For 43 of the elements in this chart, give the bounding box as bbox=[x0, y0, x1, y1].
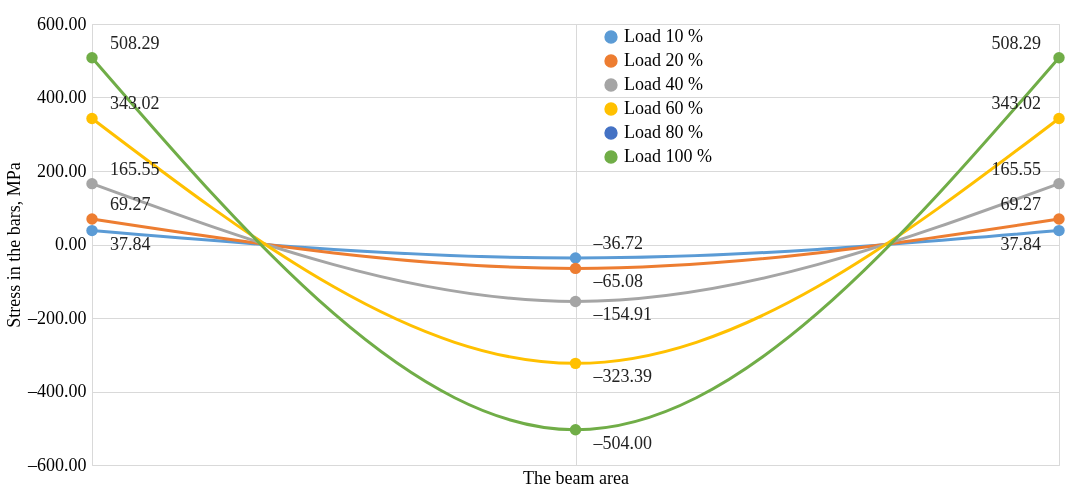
point bbox=[1053, 213, 1065, 225]
y-tick-label: 600.00 bbox=[37, 13, 87, 34]
point bbox=[1053, 112, 1065, 125]
y-tick-label: –400.00 bbox=[27, 381, 87, 401]
data-label: –504.00 bbox=[592, 432, 652, 453]
data-label: –65.08 bbox=[592, 271, 643, 292]
point bbox=[86, 213, 98, 225]
y-tick-label: 200.00 bbox=[37, 160, 87, 181]
point bbox=[569, 262, 582, 275]
data-label: 69.27 bbox=[1000, 194, 1041, 215]
legend-label: Load 20 % bbox=[624, 50, 703, 70]
data-label: 37.84 bbox=[110, 233, 151, 254]
data-label: 508.29 bbox=[110, 32, 160, 53]
point bbox=[86, 177, 98, 190]
legend-label: Load 80 % bbox=[624, 122, 703, 142]
y-tick-label: 400.00 bbox=[37, 87, 87, 107]
legend-label: Load 10 % bbox=[624, 26, 703, 46]
point bbox=[569, 424, 582, 436]
data-label: 508.29 bbox=[991, 32, 1041, 53]
point bbox=[569, 252, 582, 264]
point bbox=[569, 295, 582, 308]
point bbox=[1053, 224, 1065, 237]
data-label: –154.91 bbox=[592, 304, 652, 325]
point bbox=[569, 357, 582, 370]
data-label: 37.84 bbox=[1000, 233, 1041, 254]
point bbox=[1053, 177, 1065, 190]
data-label: 69.27 bbox=[110, 194, 151, 215]
y-axis-title: Stress in the bars, MPa bbox=[4, 162, 24, 328]
x-axis-title: The beam area bbox=[523, 467, 629, 488]
y-tick-label: –200.00 bbox=[27, 307, 87, 328]
point bbox=[86, 52, 98, 64]
legend-label: Load 60 % bbox=[624, 98, 703, 118]
data-label: 165.55 bbox=[991, 158, 1041, 179]
data-label: 165.55 bbox=[110, 158, 160, 179]
point bbox=[86, 224, 98, 237]
data-label: –36.72 bbox=[592, 232, 643, 253]
y-tick-label: 0.00 bbox=[55, 234, 87, 254]
legend-label: Load 100 % bbox=[624, 146, 712, 166]
point bbox=[86, 112, 98, 125]
y-tick-label: –600.00 bbox=[27, 454, 87, 475]
legend-label: Load 40 % bbox=[624, 74, 703, 94]
data-label: –323.39 bbox=[592, 366, 652, 387]
point bbox=[1053, 52, 1065, 64]
